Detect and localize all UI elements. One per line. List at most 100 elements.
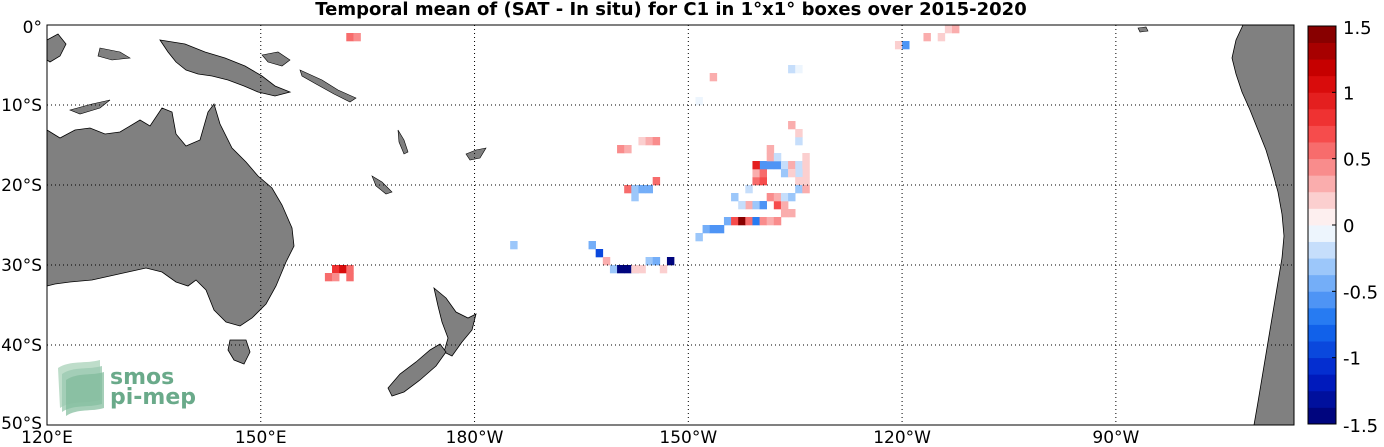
colorbar-tick-labels: 1.5 1 0.5 0 -0.5 -1 -1.5 (1332, 18, 1378, 437)
timor-land (69, 99, 111, 115)
data-cell (780, 193, 789, 202)
data-cell (588, 241, 596, 250)
new-guinea-land (159, 39, 292, 97)
data-cell (709, 73, 718, 82)
data-cell (638, 137, 646, 146)
new-caledonia-land (371, 175, 393, 195)
data-cell (631, 265, 639, 274)
data-cell (645, 185, 653, 194)
colorbar-step (1308, 407, 1336, 425)
data-cell (766, 217, 775, 226)
data-cell (759, 177, 767, 186)
data-cell (738, 217, 746, 226)
data-cell (759, 161, 767, 170)
data-cell (731, 193, 739, 202)
latitude-tick-labels: 0° 10°S 20°S 30°S 40°S 50°S (1, 18, 42, 434)
data-cell (923, 33, 931, 42)
colorbar (1307, 25, 1337, 425)
data-cell (766, 161, 775, 170)
data-cell (346, 33, 354, 42)
data-cell (795, 137, 803, 146)
colorbar-step (1308, 125, 1336, 143)
colorbar-step (1308, 225, 1336, 242)
data-cell (894, 41, 903, 50)
data-cell (624, 265, 632, 274)
new-zealand-south-land (387, 343, 447, 397)
data-cell (752, 201, 760, 210)
data-cell (645, 137, 653, 146)
data-cell (780, 161, 789, 170)
colorbar-tick-label: 0.5 (1343, 150, 1372, 171)
latitude-tick-label: 20°S (1, 176, 42, 196)
colorbar-step (1308, 92, 1336, 110)
colorbar-step (1308, 374, 1336, 392)
data-cell (802, 153, 810, 162)
data-cell (638, 185, 646, 194)
data-cell (802, 177, 810, 186)
data-cell (617, 145, 625, 154)
logo-wave-icon (58, 360, 104, 416)
smos-pimep-logo: smos pi-mep (58, 360, 196, 416)
longitude-tick-label: 120°E (21, 428, 73, 447)
data-cell (788, 65, 796, 74)
galapagos-land (1137, 26, 1149, 33)
colorbar-tick-label: -1 (1343, 349, 1361, 370)
data-cell (745, 201, 753, 210)
data-cell (937, 33, 946, 42)
colorbar-step (1308, 341, 1336, 359)
data-cell (773, 201, 782, 210)
new-britain-land (261, 51, 291, 67)
data-cell (752, 161, 760, 170)
logo-text-smos: smos (110, 365, 174, 390)
logo-text-pimep: pi-mep (110, 385, 196, 410)
data-cell (780, 209, 789, 218)
data-cell (788, 169, 796, 178)
colorbar-step (1308, 26, 1336, 43)
data-cell (666, 257, 675, 266)
data-cell (702, 225, 710, 234)
data-cell (332, 273, 340, 282)
data-cell (346, 265, 354, 274)
data-cell (624, 185, 632, 194)
latitude-tick-label: 30°S (1, 256, 42, 276)
data-cell (695, 97, 703, 106)
colorbar-step (1308, 307, 1336, 325)
data-cell (766, 145, 775, 154)
colorbar-tick-label: 1.5 (1343, 18, 1372, 39)
data-cell (795, 129, 803, 138)
data-cell (609, 265, 618, 274)
latitude-tick-label: 0° (23, 18, 42, 38)
colorbar-tick-label: -0.5 (1343, 282, 1378, 303)
data-cell (759, 201, 767, 210)
latitude-tick-label: 50°S (1, 414, 42, 434)
data-cell (795, 177, 803, 186)
south-america-land (1231, 24, 1295, 426)
data-cell (339, 265, 347, 274)
vanuatu-land (397, 129, 409, 155)
data-cell (645, 257, 653, 266)
data-cell (802, 185, 810, 194)
colorbar-step (1308, 42, 1336, 60)
latitude-tick-label: 40°S (1, 336, 42, 356)
data-cell (944, 25, 953, 34)
data-cell (802, 161, 810, 170)
data-cell (745, 217, 753, 226)
colorbar-step (1308, 75, 1336, 93)
colorbar-step (1308, 158, 1336, 176)
indonesia-island-land (97, 47, 131, 61)
data-cell (709, 225, 718, 234)
data-cell (631, 185, 639, 194)
data-cell (731, 217, 739, 226)
data-cell (773, 193, 782, 202)
data-cell (766, 153, 775, 162)
data-cell (332, 265, 340, 274)
data-cell (745, 185, 753, 194)
longitude-tick-label: 150°E (235, 428, 287, 447)
data-cell (759, 169, 767, 178)
map-frame (46, 24, 1295, 426)
longitude-tick-label: 180°W (446, 428, 504, 447)
data-cell (780, 201, 789, 210)
data-cell (788, 121, 796, 130)
data-cells (324, 25, 960, 282)
data-cell (752, 217, 760, 226)
